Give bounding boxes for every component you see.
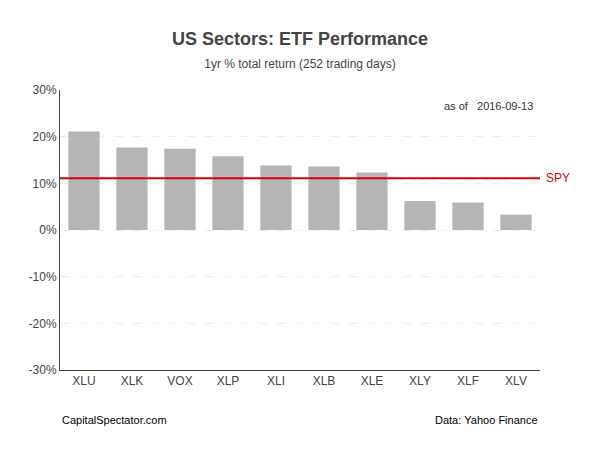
svg-text:Data: Yahoo Finance: Data: Yahoo Finance (435, 414, 538, 426)
svg-text:-10%: -10% (29, 270, 57, 284)
svg-text:US Sectors: ETF Performance: US Sectors: ETF Performance (172, 29, 428, 49)
svg-text:1yr % total return (252 tradin: 1yr % total return (252 trading days) (204, 57, 395, 71)
svg-text:XLB: XLB (313, 374, 336, 388)
svg-text:XLF: XLF (457, 374, 479, 388)
svg-text:CapitalSpectator.com: CapitalSpectator.com (62, 414, 167, 426)
svg-text:XLV: XLV (505, 374, 527, 388)
svg-text:30%: 30% (33, 83, 57, 97)
svg-text:-30%: -30% (29, 363, 57, 377)
svg-text:-20%: -20% (29, 317, 57, 331)
svg-text:XLI: XLI (267, 374, 285, 388)
svg-text:XLY: XLY (409, 374, 431, 388)
svg-text:XLP: XLP (217, 374, 240, 388)
svg-text:XLK: XLK (121, 374, 144, 388)
svg-text:as of 2016-09-13: as of 2016-09-13 (444, 100, 533, 112)
svg-text:20%: 20% (33, 130, 57, 144)
svg-text:VOX: VOX (167, 374, 192, 388)
svg-text:SPY: SPY (546, 171, 570, 185)
svg-text:10%: 10% (33, 177, 57, 191)
svg-text:XLE: XLE (361, 374, 384, 388)
svg-text:XLU: XLU (72, 374, 95, 388)
svg-text:0%: 0% (39, 223, 57, 237)
